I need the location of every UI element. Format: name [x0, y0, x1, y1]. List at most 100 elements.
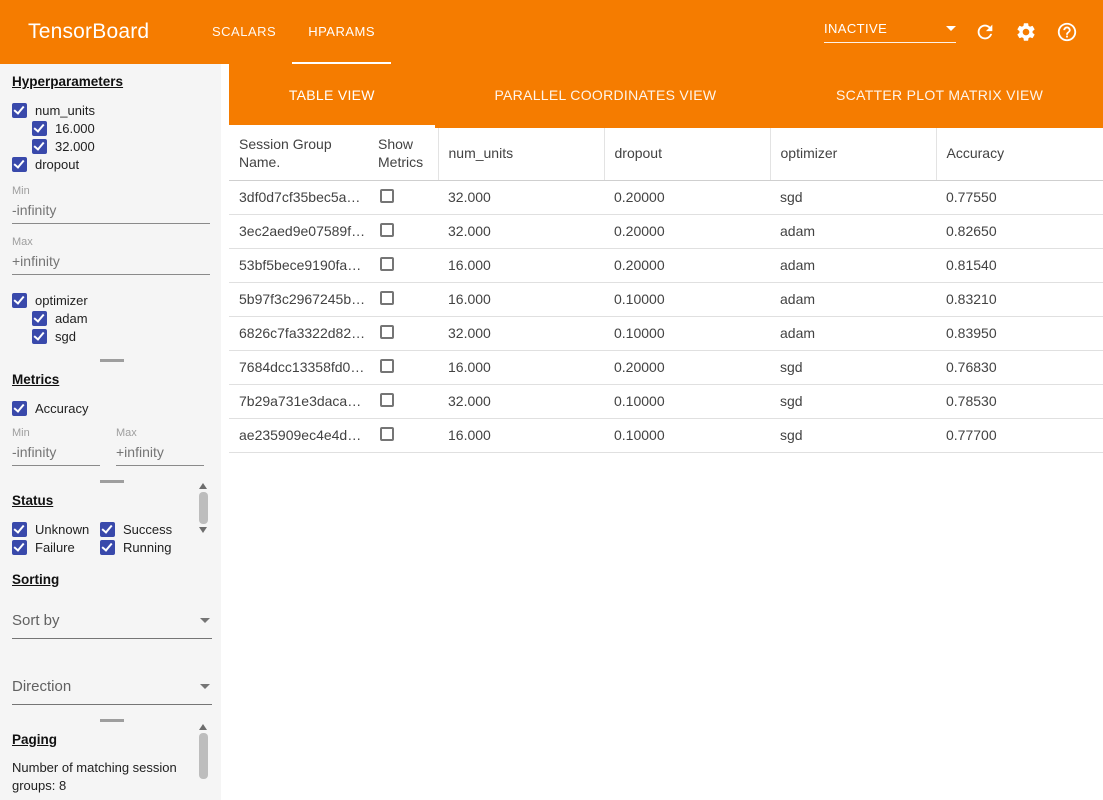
show-metrics-checkbox[interactable] [380, 324, 394, 339]
section-resize-handle[interactable] [99, 480, 124, 483]
dropdown-arrow-icon [200, 618, 210, 623]
help-button[interactable] [1055, 20, 1079, 44]
scrollbar-thumb [198, 492, 208, 524]
max-input[interactable]: +infinity [116, 444, 204, 466]
session-group-row[interactable]: 6826c7fa3322d82… 32.000 0.10000 adam 0.8… [229, 316, 1103, 351]
optimizer-value-sgd-checkbox[interactable]: sgd [32, 327, 211, 345]
show-metrics-checkbox[interactable] [380, 426, 394, 441]
session-group-row[interactable]: 53bf5bece9190fa… 16.000 0.20000 adam 0.8… [229, 248, 1103, 283]
section-resize-handle[interactable] [99, 719, 124, 722]
dropout-value: 0.20000 [604, 350, 770, 385]
col-header-accuracy[interactable]: Accuracy [935, 128, 1103, 181]
scroll-up-icon [199, 724, 207, 730]
checkbox-checked-icon [32, 328, 47, 344]
session-group-row[interactable]: 5b97f3c2967245b… 16.000 0.10000 adam 0.8… [229, 282, 1103, 317]
refresh-button[interactable] [973, 20, 997, 44]
col-header-num-units[interactable]: num_units [437, 128, 604, 181]
checkbox-checked-icon [32, 310, 47, 326]
num-units-value-16-checkbox[interactable]: 16.000 [32, 119, 211, 137]
checkbox-checked-icon [12, 102, 27, 118]
optimizer-value: adam [770, 248, 936, 283]
value-label: sgd [55, 328, 76, 344]
min-input[interactable]: -infinity [12, 202, 210, 224]
num-units-value: 32.000 [438, 214, 604, 249]
tab-hparams[interactable]: HPARAMS [292, 0, 392, 64]
checkbox-checked-icon [100, 539, 115, 555]
settings-button[interactable] [1014, 20, 1038, 44]
status-label: Failure [35, 539, 75, 555]
hparam-label: optimizer [35, 292, 88, 308]
num-units-value: 16.000 [438, 248, 604, 283]
status-success-checkbox[interactable]: Success [100, 520, 202, 538]
session-groups-table: Session Group Name. Show Metrics num_uni… [229, 128, 1103, 453]
num-units-value-32-checkbox[interactable]: 32.000 [32, 137, 211, 155]
show-metrics-checkbox[interactable] [380, 290, 394, 305]
session-group-name: 53bf5bece9190fa… [229, 248, 368, 283]
status-unknown-checkbox[interactable]: Unknown [12, 520, 100, 538]
hyperparameters-heading: Hyperparameters [12, 74, 124, 89]
tab-scalars[interactable]: SCALARS [212, 23, 277, 39]
dropdown-arrow-icon [200, 684, 210, 689]
accuracy-value: 0.77550 [936, 180, 1103, 215]
status-filter-grid: Unknown Success Failure Running [12, 520, 202, 556]
table-body: 3df0d7cf35bec5a… 32.000 0.20000 sgd 0.77… [229, 180, 1103, 453]
session-group-name: 7b29a731e3daca… [229, 384, 368, 419]
show-metrics-checkbox[interactable] [380, 222, 394, 237]
accuracy-value: 0.82650 [936, 214, 1103, 249]
paging-heading: Paging [12, 732, 58, 747]
show-metrics-checkbox[interactable] [380, 358, 394, 373]
show-metrics-cell [368, 418, 438, 453]
paging-scrollbar[interactable] [197, 722, 209, 779]
optimizer-value: adam [770, 214, 936, 249]
session-group-name: 3ec2aed9e07589f… [229, 214, 368, 249]
status-scrollbar[interactable] [197, 481, 209, 535]
checkbox-checked-icon [12, 521, 27, 537]
sort-by-select[interactable]: Sort by [12, 603, 212, 639]
min-input[interactable]: -infinity [12, 444, 100, 466]
col-header-optimizer[interactable]: optimizer [769, 128, 936, 181]
settings-gear-icon [1017, 23, 1035, 41]
optimizer-value-adam-checkbox[interactable]: adam [32, 309, 211, 327]
show-metrics-cell [368, 180, 438, 215]
show-metrics-checkbox[interactable] [380, 392, 394, 407]
matching-groups-summary: Number of matching session groups: 8 [12, 760, 177, 793]
section-resize-handle[interactable] [99, 359, 124, 362]
col-header-show-metrics[interactable]: Show Metrics [368, 128, 438, 181]
tab-scatter-plot-matrix-view[interactable]: SCATTER PLOT MATRIX VIEW [836, 86, 1044, 103]
metric-accuracy-checkbox[interactable]: Accuracy [12, 399, 211, 417]
session-group-row[interactable]: 3df0d7cf35bec5a… 32.000 0.20000 sgd 0.77… [229, 180, 1103, 215]
session-group-row[interactable]: ae235909ec4e4d… 16.000 0.10000 sgd 0.777… [229, 418, 1103, 453]
hparam-label: num_units [35, 102, 95, 118]
num-units-value: 32.000 [438, 316, 604, 351]
status-failure-checkbox[interactable]: Failure [12, 538, 100, 556]
show-metrics-checkbox[interactable] [380, 188, 394, 203]
hparam-optimizer-checkbox[interactable]: optimizer [12, 291, 211, 309]
tab-table-view[interactable]: TABLE VIEW [229, 64, 435, 128]
num-units-value: 32.000 [438, 384, 604, 419]
show-metrics-checkbox[interactable] [380, 256, 394, 271]
dropout-value: 0.10000 [604, 316, 770, 351]
tab-parallel-coordinates-view[interactable]: PARALLEL COORDINATES VIEW [494, 86, 717, 103]
hparam-dropout-checkbox[interactable]: dropout [12, 155, 211, 173]
dashboard-tabs: SCALARS HPARAMS [196, 0, 392, 64]
session-group-row[interactable]: 7684dcc13358fd0… 16.000 0.20000 sgd 0.76… [229, 350, 1103, 385]
col-header-session-group-name[interactable]: Session Group Name. [229, 128, 368, 181]
hparam-num-units-checkbox[interactable]: num_units [12, 101, 211, 119]
table-header: Session Group Name. Show Metrics num_uni… [229, 128, 1103, 181]
reload-status-select[interactable]: INACTIVE [824, 21, 956, 43]
show-metrics-cell [368, 350, 438, 385]
status-running-checkbox[interactable]: Running [100, 538, 202, 556]
dropdown-arrow-icon [946, 26, 956, 31]
accuracy-value: 0.78530 [936, 384, 1103, 419]
dropout-value: 0.20000 [604, 248, 770, 283]
accuracy-value: 0.83210 [936, 282, 1103, 317]
hparams-sidebar: Hyperparameters num_units 16.000 32.000 … [0, 64, 221, 800]
direction-select[interactable]: Direction [12, 669, 212, 705]
session-group-name: 7684dcc13358fd0… [229, 350, 368, 385]
max-input[interactable]: +infinity [12, 253, 210, 275]
session-group-row[interactable]: 3ec2aed9e07589f… 32.000 0.20000 adam 0.8… [229, 214, 1103, 249]
value-label: adam [55, 310, 88, 326]
col-header-dropout[interactable]: dropout [603, 128, 770, 181]
session-group-row[interactable]: 7b29a731e3daca… 32.000 0.10000 sgd 0.785… [229, 384, 1103, 419]
status-section: Status Unknown Success Failure Running [0, 483, 221, 556]
